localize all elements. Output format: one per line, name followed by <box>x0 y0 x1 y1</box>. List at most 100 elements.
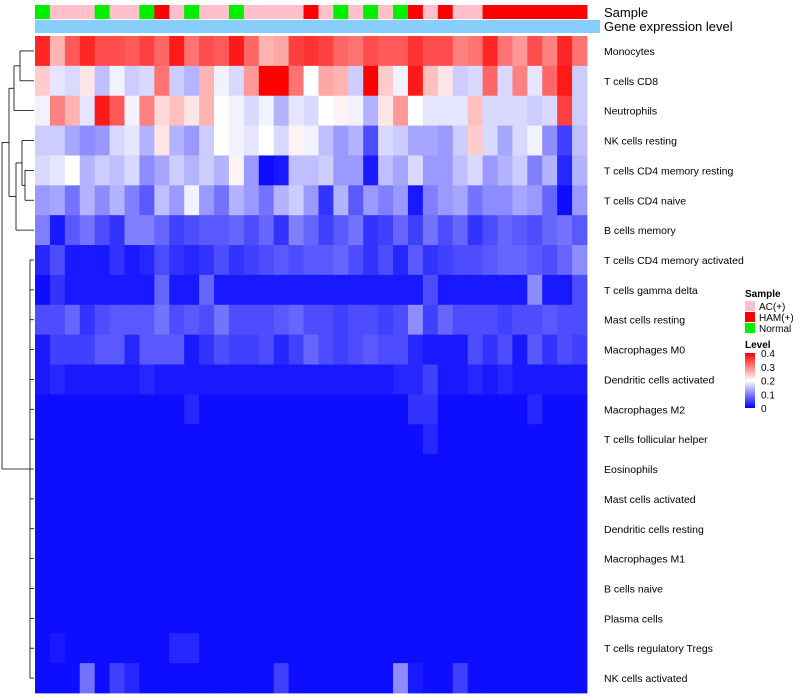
heatmap-cell <box>35 394 51 425</box>
heatmap-cell <box>124 245 140 276</box>
heatmap-cell <box>422 245 439 276</box>
heatmap-cell <box>79 424 96 455</box>
heatmap-cell <box>94 454 110 485</box>
heatmap-cell <box>527 274 543 306</box>
heatmap-cell <box>94 513 110 545</box>
heatmap-cell <box>288 245 304 276</box>
heatmap-cell <box>109 215 125 246</box>
heatmap-cell <box>303 65 319 97</box>
heatmap-cell <box>35 334 51 365</box>
heatmap-cell <box>154 483 170 515</box>
heatmap-cell <box>378 36 394 67</box>
heatmap-cell <box>348 483 364 515</box>
heatmap-cell <box>199 483 215 515</box>
heatmap-cell <box>482 155 498 186</box>
heatmap-cell <box>437 95 454 126</box>
heatmap-cell <box>512 573 528 604</box>
heatmap-cell <box>378 633 394 664</box>
heatmap-cell <box>363 334 379 365</box>
heatmap-cell <box>393 304 409 336</box>
heatmap-cell <box>437 603 454 634</box>
heatmap-cell <box>542 513 558 545</box>
heatmap-cell <box>557 364 573 395</box>
heatmap-cell <box>35 155 51 186</box>
heatmap-cell <box>154 304 170 336</box>
heatmap-cell <box>303 95 319 126</box>
heatmap-cell <box>348 304 364 336</box>
heatmap-cell <box>482 454 498 485</box>
heatmap-cell <box>572 543 588 574</box>
heatmap-cell <box>49 274 66 306</box>
heatmap-cell <box>49 573 66 604</box>
row-label: Mast cells resting <box>604 315 685 327</box>
heatmap-cell <box>393 36 409 67</box>
heatmap-cell <box>378 454 394 485</box>
heatmap-cell <box>557 663 573 694</box>
legend-sample-title: Sample <box>745 289 781 300</box>
heatmap-cell <box>139 513 155 545</box>
heatmap-cell <box>109 573 125 604</box>
heatmap-cell <box>124 65 140 97</box>
heatmap-cell <box>273 483 290 515</box>
heatmap-cell <box>184 215 200 246</box>
heatmap-cell <box>199 603 215 634</box>
heatmap-cell <box>422 633 439 664</box>
heatmap-cell <box>273 633 290 664</box>
heatmap-cell <box>512 543 528 574</box>
heatmap-cell <box>79 513 96 545</box>
heatmap-cell <box>214 633 230 664</box>
sample-cell <box>214 5 230 19</box>
heatmap-cell <box>572 36 588 67</box>
legend-entry-label: Normal <box>759 324 791 335</box>
heatmap-cell <box>452 364 469 395</box>
heatmap-cell <box>154 95 170 126</box>
heatmap-cell <box>49 304 66 336</box>
sample-cell <box>35 5 51 19</box>
heatmap-cell <box>169 513 185 545</box>
heatmap-cell <box>184 663 200 694</box>
heatmap-cell <box>258 65 275 97</box>
heatmap-cell <box>35 603 51 634</box>
heatmap-cell <box>228 633 245 664</box>
row-label: T cells CD4 naive <box>604 195 686 207</box>
heatmap-cell <box>109 274 125 306</box>
heatmap-cell <box>258 215 275 246</box>
heatmap-cell <box>482 424 498 455</box>
heatmap-cell <box>363 364 379 395</box>
heatmap-cell <box>378 513 394 545</box>
heatmap-cell <box>422 513 439 545</box>
heatmap-cell <box>467 424 483 455</box>
heatmap-cell <box>94 274 110 306</box>
heatmap-cell <box>49 185 66 216</box>
heatmap-cell <box>422 274 439 306</box>
heatmap-cell <box>452 274 469 306</box>
heatmap-cell <box>154 125 170 156</box>
heatmap-cell <box>452 304 469 336</box>
heatmap-cell <box>64 663 81 694</box>
heatmap-cell <box>258 155 275 186</box>
heatmap-cell <box>557 274 573 306</box>
heatmap-cell <box>243 454 260 485</box>
heatmap-cell <box>243 274 260 306</box>
heatmap-cell <box>363 36 379 67</box>
heatmap-cell <box>79 36 96 67</box>
heatmap-cell <box>49 663 66 694</box>
heatmap-cell <box>318 185 334 216</box>
row-label: Macrophages M2 <box>604 404 685 416</box>
heatmap-cell <box>243 304 260 336</box>
heatmap-cell <box>169 454 185 485</box>
heatmap-cell <box>79 125 96 156</box>
heatmap-cell <box>393 603 409 634</box>
heatmap-cell <box>288 663 304 694</box>
row-label: Monocytes <box>604 46 655 58</box>
sample-cell <box>437 5 454 19</box>
row-label: NK cells resting <box>604 136 677 148</box>
heatmap-cell <box>393 334 409 365</box>
heatmap-cell <box>572 633 588 664</box>
sample-cell <box>482 5 498 19</box>
heatmap-cell <box>124 394 140 425</box>
heatmap-cell <box>273 274 290 306</box>
heatmap-cell <box>94 36 110 67</box>
heatmap-cell <box>228 603 245 634</box>
heatmap-cell <box>318 36 334 67</box>
